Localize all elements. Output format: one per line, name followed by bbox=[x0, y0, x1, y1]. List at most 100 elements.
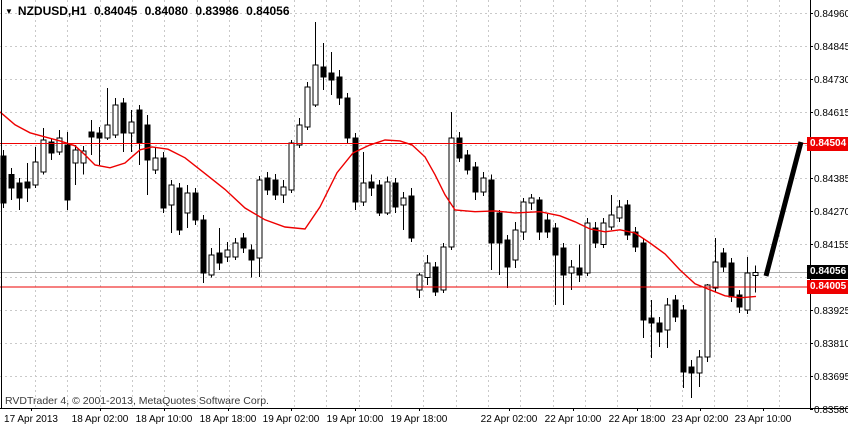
level-price-box-lower: 0.84005 bbox=[807, 279, 848, 294]
candle-body-up bbox=[360, 182, 367, 203]
candle-body-down bbox=[88, 131, 95, 138]
candle-body-up bbox=[32, 161, 39, 186]
y-axis-label: 0.83925 bbox=[814, 306, 848, 317]
candle-body-down bbox=[672, 299, 679, 318]
candle-body-down bbox=[136, 109, 143, 144]
candle-body-down bbox=[656, 322, 663, 333]
high-value: 0.84080 bbox=[144, 4, 189, 18]
candle-body-up bbox=[712, 261, 719, 289]
candle-body-up bbox=[696, 356, 703, 374]
x-axis-label: 17 Apr 2013 bbox=[4, 414, 58, 425]
y-axis-label: 0.84385 bbox=[814, 174, 848, 185]
candle-body-up bbox=[256, 179, 263, 259]
copyright-label: RVDTrader 4, © 2001-2013, MetaQuotes Sof… bbox=[5, 395, 269, 407]
y-axis-label: 0.84270 bbox=[814, 207, 848, 218]
candle-body-up bbox=[104, 124, 111, 139]
symbol-label: NZDUSD,H1 bbox=[17, 4, 87, 18]
x-axis-label: 22 Apr 18:00 bbox=[609, 414, 666, 425]
candle-body-down bbox=[352, 137, 359, 203]
candle-body-up bbox=[744, 272, 751, 311]
y-axis-label: 0.83580 bbox=[814, 405, 848, 416]
y-axis-label: 0.83695 bbox=[814, 372, 848, 383]
chart-title: ▼ NZDUSD,H1 0.84045 0.84080 0.83986 0.840… bbox=[5, 4, 294, 18]
candle-body-down bbox=[624, 204, 631, 236]
candle-body-up bbox=[208, 254, 215, 276]
candle-body-up bbox=[528, 197, 535, 204]
candle-body-up bbox=[168, 184, 175, 206]
candle-body-up bbox=[56, 137, 63, 153]
candle-body-up bbox=[480, 177, 487, 193]
candle-body-up bbox=[664, 304, 671, 331]
candle-body-down bbox=[680, 309, 687, 373]
candle-body-down bbox=[368, 181, 375, 189]
candle-body-up bbox=[232, 242, 239, 258]
candle-body-down bbox=[632, 231, 639, 248]
candle-body-down bbox=[64, 144, 71, 201]
candle-body-up bbox=[112, 104, 119, 136]
candle-body-up bbox=[704, 284, 711, 358]
candle-body-up bbox=[520, 201, 527, 233]
candle-body-down bbox=[328, 72, 335, 81]
y-axis-label: 0.84155 bbox=[814, 240, 848, 251]
candle-body-up bbox=[80, 150, 87, 164]
candle-body-up bbox=[608, 214, 615, 228]
candle-body-down bbox=[176, 187, 183, 231]
candle-body-down bbox=[544, 219, 551, 233]
x-axis-label: 18 Apr 10:00 bbox=[136, 414, 193, 425]
level-price-box-upper: 0.84504 bbox=[807, 136, 848, 151]
candle-body-down bbox=[688, 366, 695, 374]
candle-body-down bbox=[240, 237, 247, 249]
candle-body-up bbox=[72, 149, 79, 164]
candle-body-down bbox=[536, 199, 543, 233]
candle-body-up bbox=[304, 86, 311, 128]
candle-body-down bbox=[160, 157, 167, 209]
candle-body-down bbox=[336, 76, 343, 99]
candle-body-down bbox=[736, 294, 743, 308]
candle-body-up bbox=[400, 197, 407, 206]
candle-body-down bbox=[192, 192, 199, 221]
candle-body-down bbox=[640, 242, 647, 321]
candle-body-down bbox=[8, 174, 15, 189]
dropdown-triangle-icon[interactable]: ▼ bbox=[5, 7, 13, 16]
candle-body-down bbox=[576, 267, 583, 276]
candle-body-up bbox=[568, 266, 575, 274]
candle-body-down bbox=[560, 247, 567, 276]
x-axis-label: 22 Apr 02:00 bbox=[481, 414, 538, 425]
trend-line bbox=[763, 141, 804, 277]
candle-body-up bbox=[224, 249, 231, 258]
current-price-box: 0.84056 bbox=[807, 265, 848, 280]
candle-body-down bbox=[144, 124, 151, 161]
y-axis-label: 0.84845 bbox=[814, 42, 848, 53]
candle-body-up bbox=[616, 206, 623, 219]
candle-body-down bbox=[552, 227, 559, 256]
x-axis-label: 23 Apr 02:00 bbox=[672, 414, 729, 425]
x-axis-label: 19 Apr 02:00 bbox=[263, 414, 320, 425]
candle-body-down bbox=[248, 249, 255, 261]
candle-body-up bbox=[752, 271, 759, 276]
candle-body-up bbox=[128, 121, 135, 134]
moving-average-line bbox=[0, 111, 757, 299]
candle-body-down bbox=[120, 102, 127, 134]
candle-body-down bbox=[408, 195, 415, 239]
candle-body-up bbox=[584, 222, 591, 274]
candle-body-down bbox=[264, 177, 271, 191]
close-value: 0.84056 bbox=[246, 4, 290, 18]
candle-body-up bbox=[600, 222, 607, 246]
y-axis-label: 0.84730 bbox=[814, 75, 848, 86]
candle-body-up bbox=[512, 229, 519, 261]
x-axis-label: 22 Apr 10:00 bbox=[545, 414, 602, 425]
candle-body-down bbox=[200, 219, 207, 274]
candle-body-down bbox=[392, 182, 399, 208]
candle-body-up bbox=[312, 64, 319, 106]
candle-body-down bbox=[728, 262, 735, 298]
candle-body-down bbox=[456, 137, 463, 159]
x-axis-label: 18 Apr 02:00 bbox=[72, 414, 129, 425]
candle-body-up bbox=[280, 186, 287, 196]
candle-body-up bbox=[416, 274, 423, 291]
x-axis-label: 19 Apr 10:00 bbox=[327, 414, 384, 425]
candle-body-down bbox=[720, 252, 727, 268]
candle-body-up bbox=[424, 262, 431, 279]
candle-body-down bbox=[16, 182, 23, 199]
